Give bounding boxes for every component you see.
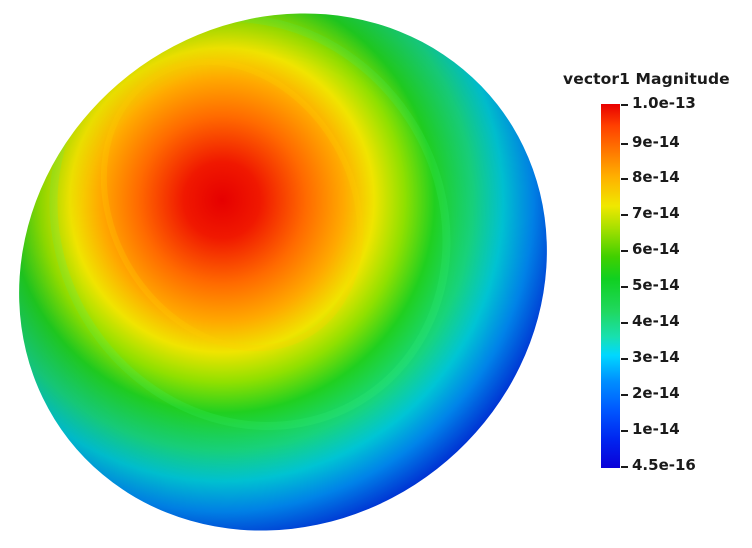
legend-tick <box>621 214 628 216</box>
legend-tick <box>621 358 628 360</box>
legend-label: 4e-14 <box>632 312 680 330</box>
legend-label: 2e-14 <box>632 384 680 402</box>
legend-tick <box>621 430 628 432</box>
legend-label: 5e-14 <box>632 276 680 294</box>
legend-tick <box>621 178 628 180</box>
legend-label-min: 4.5e-16 <box>632 456 696 474</box>
legend-tick <box>621 394 628 396</box>
legend-label: 9e-14 <box>632 133 680 151</box>
legend-tick <box>621 286 628 288</box>
legend-tick <box>621 322 628 324</box>
legend-tick <box>621 143 628 145</box>
legend-tick <box>621 466 628 468</box>
color-bar <box>601 104 620 468</box>
legend-label-max: 1.0e-13 <box>632 94 696 112</box>
legend-label: 8e-14 <box>632 168 680 186</box>
legend-label: 6e-14 <box>632 240 680 258</box>
legend-title: vector1 Magnitude <box>563 70 730 88</box>
legend-label: 3e-14 <box>632 348 680 366</box>
legend-label: 1e-14 <box>632 420 680 438</box>
legend-tick <box>621 104 628 106</box>
legend-label: 7e-14 <box>632 204 680 222</box>
legend-tick <box>621 250 628 252</box>
